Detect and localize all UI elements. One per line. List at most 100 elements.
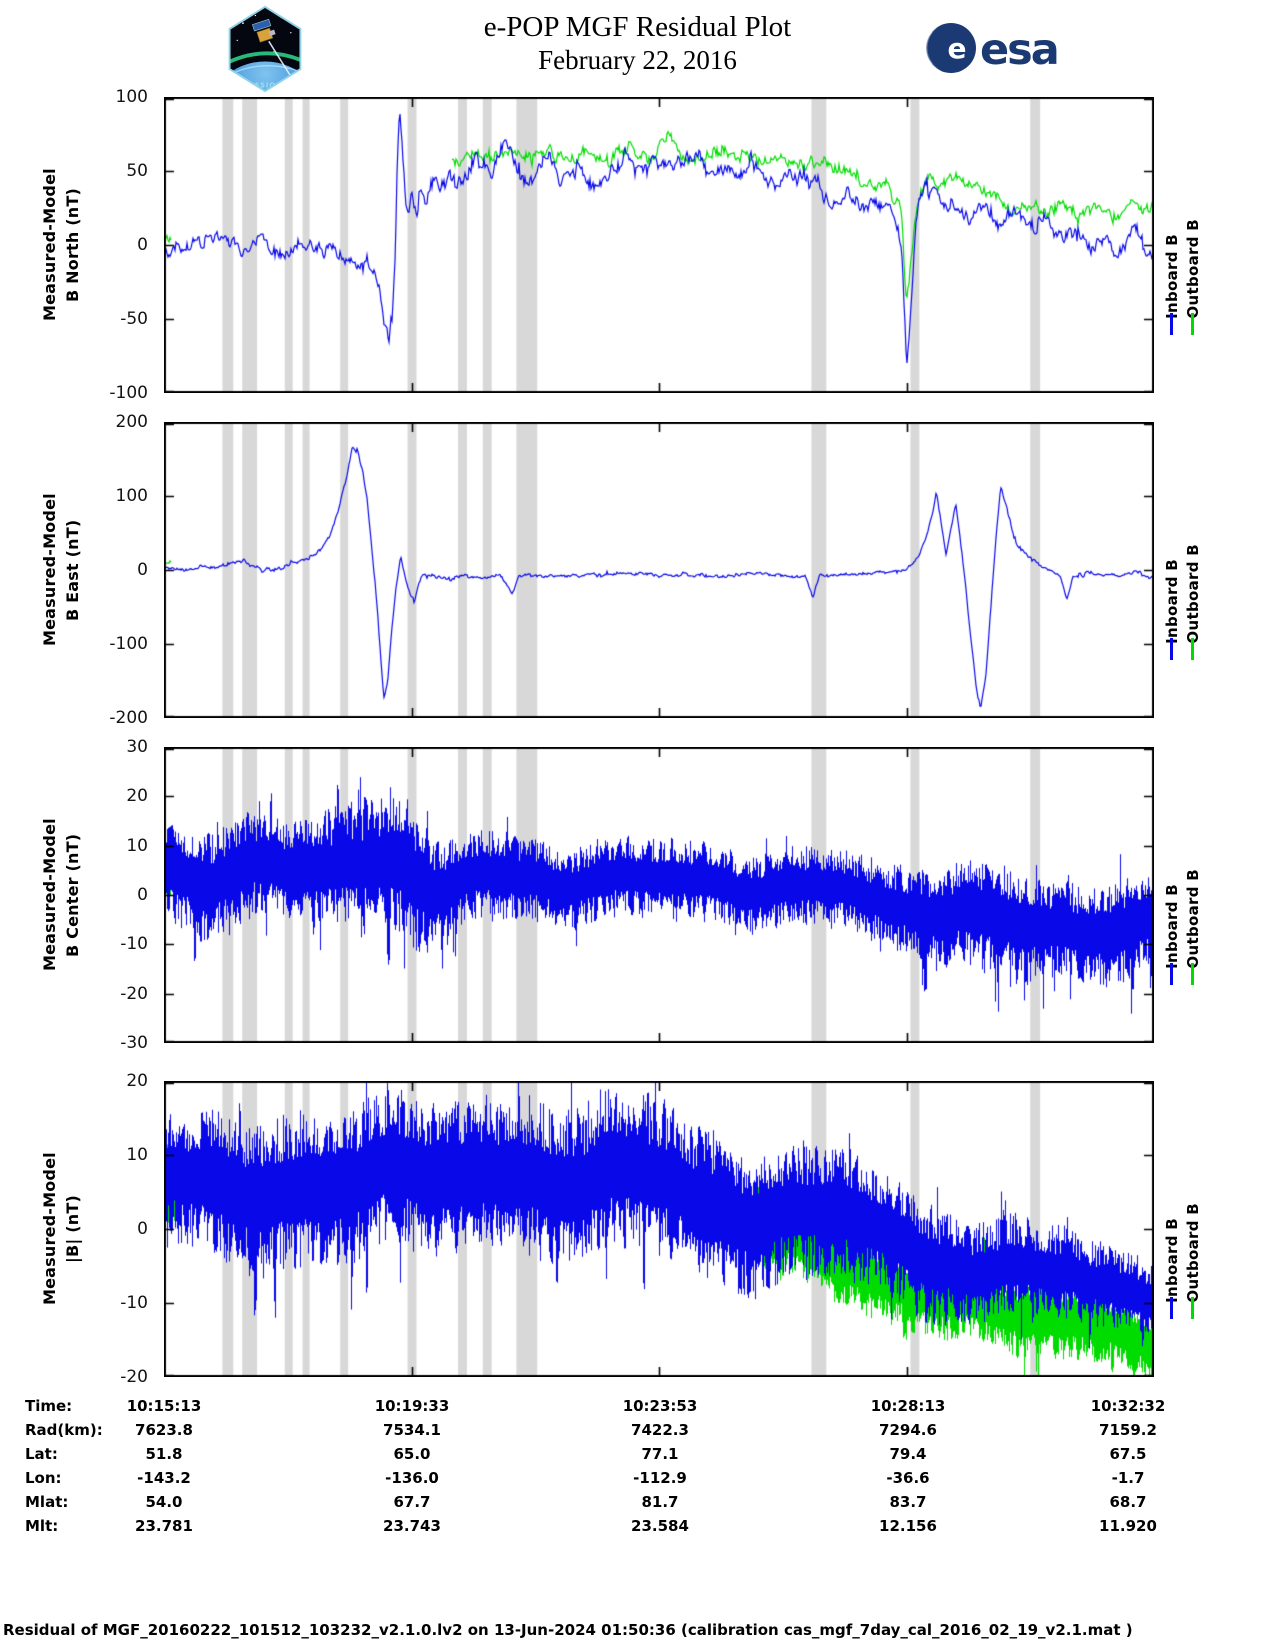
- y-tick-label: 0: [137, 885, 148, 905]
- table-cell: 12.156: [879, 1517, 937, 1535]
- aurora-arc: [229, 51, 301, 66]
- y-tick-label: -10: [120, 934, 148, 955]
- legend-swatch-inboard: [1170, 963, 1173, 985]
- table-cell: -36.6: [886, 1469, 930, 1487]
- y-tick-labels: 100 50 0 -50 -100: [86, 87, 152, 403]
- table-cell: 7159.2: [1099, 1421, 1157, 1439]
- y-axis-label-b-north: Measured-Model B North (nT): [38, 97, 88, 393]
- y-tick-label: -100: [109, 634, 148, 654]
- y-axis-label-b-east: Measured-Model B East (nT): [38, 422, 88, 718]
- legend-label-inboard: Inboard B: [1163, 234, 1181, 319]
- legend-swatch-inboard: [1170, 1297, 1173, 1319]
- esa-globe-letter: e: [948, 32, 967, 65]
- panel-b-east: Measured-Model B East (nT) 200 100 0 -100 -2…: [0, 412, 1275, 728]
- table-row-radkm: Rad(km): 7623.8 7534.1 7422.3 7294.6 7159.2: [0, 1418, 1275, 1442]
- satellite-icon: [252, 18, 276, 43]
- y-tick-label: 10: [126, 1145, 148, 1165]
- table-cell: 23.781: [135, 1517, 193, 1535]
- table-cell: 23.743: [383, 1517, 441, 1535]
- legend-label-outboard: Outboard B: [1184, 1203, 1202, 1303]
- table-row-lat: Lat: 51.8 65.0 77.1 79.4 67.5: [0, 1442, 1275, 1466]
- plot-canvas-b-center: [164, 747, 1154, 1043]
- y-tick-label: -50: [120, 309, 148, 329]
- y-tick-label: 200: [115, 412, 148, 432]
- panel-b-magnitude: Measured-Model |B| (nT) 20 10 0 -10 -20 Inbo…: [0, 1071, 1275, 1387]
- ephemeris-table: Time: 10:15:13 10:19:33 10:23:53 10:28:13 10:…: [0, 1394, 1275, 1540]
- patch-title: CASSIOPE: [243, 81, 288, 89]
- table-cell: 51.8: [145, 1445, 183, 1463]
- page-date: February 22, 2016: [538, 45, 737, 75]
- y-tick-label: 100: [115, 87, 148, 107]
- y-tick-label: 100: [115, 486, 148, 506]
- esa-globe: [926, 23, 976, 73]
- y-axis-label-b-center: Measured-Model B Center (nT): [38, 747, 88, 1043]
- table-cell: 7294.6: [879, 1421, 937, 1439]
- table-row-mlt: Mlt: 23.781 23.743 23.584 12.156 11.920: [0, 1514, 1275, 1538]
- plot-canvas-b-east: [164, 422, 1154, 718]
- table-cell: 67.7: [393, 1493, 431, 1511]
- table-row-label: Time:: [25, 1397, 73, 1415]
- panel-b-north: Measured-Model B North (nT) 100 50 0 -50 -10…: [0, 87, 1275, 403]
- table-cell: -136.0: [385, 1469, 439, 1487]
- legend-swatch-outboard: [1191, 963, 1194, 985]
- legend-label-inboard: Inboard B: [1163, 559, 1181, 644]
- y-axis-label-line2: B North (nT): [63, 188, 82, 302]
- table-cell: 68.7: [1109, 1493, 1147, 1511]
- y-tick-label: 20: [126, 1071, 148, 1091]
- table-cell: 65.0: [393, 1445, 431, 1463]
- y-tick-label: -30: [120, 1033, 148, 1053]
- table-cell: 79.4: [889, 1445, 927, 1463]
- y-tick-label: 20: [126, 786, 148, 807]
- legend-swatch-outboard: [1191, 1297, 1194, 1319]
- table-cell: 7534.1: [383, 1421, 441, 1439]
- legend-label-inboard: Inboard B: [1163, 1218, 1181, 1303]
- legend-swatch-inboard: [1170, 313, 1173, 335]
- legend-swatch-outboard: [1191, 638, 1194, 660]
- table-row-label: Mlat:: [25, 1493, 69, 1511]
- table-cell: 23.584: [631, 1517, 689, 1535]
- y-tick-label: 0: [137, 560, 148, 580]
- table-cell: -1.7: [1111, 1469, 1145, 1487]
- y-axis-label-line2: |B| (nT): [63, 1195, 82, 1263]
- table-row-time: Time: 10:15:13 10:19:33 10:23:53 10:28:13 10:…: [0, 1394, 1275, 1418]
- footer-source-line: Residual of MGF_20160222_101512_103232_v…: [3, 1621, 1133, 1639]
- table-cell: 7623.8: [135, 1421, 193, 1439]
- y-axis-label-b-magnitude: Measured-Model |B| (nT): [38, 1081, 88, 1377]
- y-tick-label: -100: [109, 383, 148, 403]
- y-tick-labels: 30 20 10 0 -10 -20 -30: [86, 737, 152, 1053]
- table-cell: 10:32:32: [1090, 1397, 1166, 1415]
- y-tick-label: 0: [137, 235, 148, 255]
- y-tick-labels: 20 10 0 -10 -20: [86, 1071, 152, 1387]
- table-cell: 67.5: [1109, 1445, 1147, 1463]
- table-cell: 7422.3: [631, 1421, 689, 1439]
- plot-canvas-b-north: [164, 97, 1154, 393]
- table-row-mlat: Mlat: 54.0 67.7 81.7 83.7 68.7: [0, 1490, 1275, 1514]
- legend-label-outboard: Outboard B: [1184, 544, 1202, 644]
- table-row-lon: Lon: -143.2 -136.0 -112.9 -36.6 -1.7: [0, 1466, 1275, 1490]
- esa-wordmark: esa: [980, 25, 1058, 75]
- y-axis-label-line1: Measured-Model: [40, 493, 59, 647]
- esa-logo: e esa: [925, 23, 1060, 75]
- y-tick-label: -10: [120, 1293, 148, 1313]
- y-tick-labels: 200 100 0 -100 -200: [86, 412, 152, 728]
- table-cell: 10:15:13: [126, 1397, 202, 1415]
- table-cell: 10:19:33: [374, 1397, 450, 1415]
- table-cell: 77.1: [641, 1445, 679, 1463]
- y-axis-label-line1: Measured-Model: [40, 1152, 59, 1306]
- y-tick-label: -20: [120, 1367, 148, 1387]
- table-cell: 81.7: [641, 1493, 679, 1511]
- table-row-label: Rad(km):: [25, 1421, 103, 1439]
- table-cell: 11.920: [1099, 1517, 1157, 1535]
- legend-label-outboard: Outboard B: [1184, 869, 1202, 969]
- y-tick-label: 50: [126, 161, 148, 181]
- legend-label-inboard: Inboard B: [1163, 884, 1181, 969]
- y-tick-label: 0: [137, 1219, 148, 1239]
- table-cell: -143.2: [137, 1469, 191, 1487]
- table-cell: 10:23:53: [622, 1397, 698, 1415]
- y-tick-label: -200: [109, 708, 148, 728]
- table-cell: 10:28:13: [870, 1397, 946, 1415]
- y-tick-label: -20: [120, 983, 148, 1004]
- header: e-POP MGF Residual Plot February 22, 201…: [0, 10, 1275, 76]
- table-cell: 83.7: [889, 1493, 927, 1511]
